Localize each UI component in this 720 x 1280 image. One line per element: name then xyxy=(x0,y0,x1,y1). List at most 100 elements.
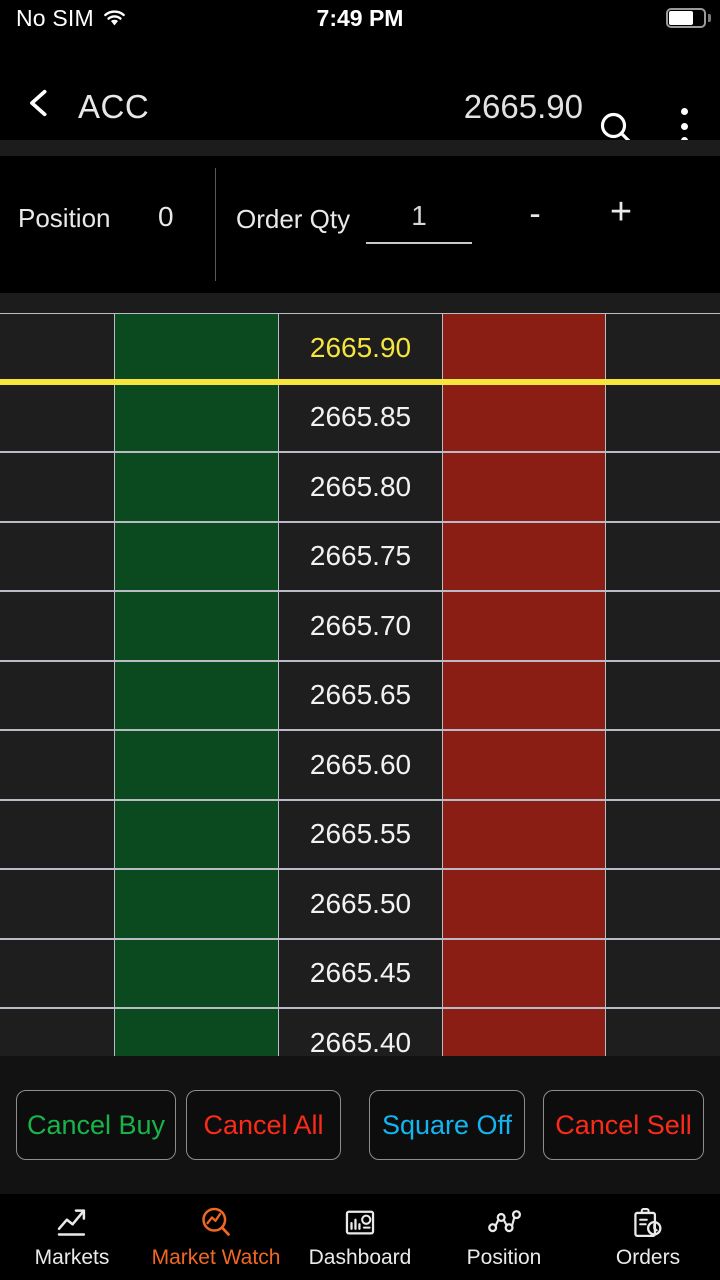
panel-ladder-separator xyxy=(0,293,720,313)
price-ladder[interactable]: 2665.90 2665.85 2665.80 2665.75 2665.70 2665.… xyxy=(0,313,720,1056)
cancel-buy-button[interactable]: Cancel Buy xyxy=(16,1090,176,1160)
ladder-bid-qty-cell[interactable] xyxy=(0,1008,116,1056)
ladder-price-cell[interactable]: 2665.75 xyxy=(278,521,443,591)
ladder-price-label: 2665.85 xyxy=(309,401,412,433)
nav-item-markets[interactable]: Markets xyxy=(0,1194,144,1280)
ladder-ask-qty-cell[interactable] xyxy=(605,799,720,869)
ladder-price-cell[interactable]: 2665.40 xyxy=(278,1008,443,1056)
ladder-price-label: 2665.45 xyxy=(309,957,412,989)
ladder-ask-cell[interactable] xyxy=(442,799,606,869)
ladder-bid-cell[interactable] xyxy=(114,313,279,383)
ladder-ask-cell[interactable] xyxy=(442,730,606,800)
nav-item-orders[interactable]: Orders xyxy=(576,1194,720,1280)
ladder-bid-cell[interactable] xyxy=(114,660,279,730)
ladder-ask-qty-cell[interactable] xyxy=(605,869,720,939)
clipboard-clock-icon xyxy=(634,1207,662,1237)
ladder-price-label: 2665.75 xyxy=(309,540,412,572)
ladder-ask-cell[interactable] xyxy=(442,452,606,522)
ladder-bid-qty-cell[interactable] xyxy=(0,313,116,383)
ladder-ask-qty-cell[interactable] xyxy=(605,730,720,800)
ladder-bid-qty-cell[interactable] xyxy=(0,799,116,869)
ladder-price-cell[interactable]: 2665.80 xyxy=(278,452,443,522)
ladder-row[interactable]: 2665.75 xyxy=(0,521,720,591)
ladder-row[interactable]: 2665.85 xyxy=(0,382,720,452)
ladder-row[interactable]: 2665.60 xyxy=(0,730,720,800)
ladder-row[interactable]: 2665.65 xyxy=(0,660,720,730)
header-separator xyxy=(0,140,720,156)
ladder-price-cell[interactable]: 2665.50 xyxy=(278,869,443,939)
ladder-price-cell[interactable]: 2665.85 xyxy=(278,382,443,452)
ladder-bid-qty-cell[interactable] xyxy=(0,452,116,522)
ladder-price-cell[interactable]: 2665.70 xyxy=(278,591,443,661)
ladder-ask-qty-cell[interactable] xyxy=(605,452,720,522)
ladder-bid-cell[interactable] xyxy=(114,799,279,869)
ladder-bid-qty-cell[interactable] xyxy=(0,382,116,452)
ladder-ask-cell[interactable] xyxy=(442,938,606,1008)
ladder-row[interactable]: 2665.50 xyxy=(0,869,720,939)
status-bar-left: No SIM xyxy=(16,5,127,32)
ladder-bid-cell[interactable] xyxy=(114,452,279,522)
ladder-ask-qty-cell[interactable] xyxy=(605,660,720,730)
ladder-bid-cell[interactable] xyxy=(114,521,279,591)
ladder-row[interactable]: 2665.45 xyxy=(0,938,720,1008)
cancel-sell-button[interactable]: Cancel Sell xyxy=(543,1090,704,1160)
ladder-bid-cell[interactable] xyxy=(114,382,279,452)
ladder-ask-cell[interactable] xyxy=(442,382,606,452)
ladder-ask-cell[interactable] xyxy=(442,313,606,383)
network-icon xyxy=(488,1209,521,1232)
ladder-bid-cell[interactable] xyxy=(114,730,279,800)
nav-item-position[interactable]: Position xyxy=(432,1194,576,1280)
ladder-bid-qty-cell[interactable] xyxy=(0,869,116,939)
ladder-bid-qty-cell[interactable] xyxy=(0,660,116,730)
ladder-price-label: 2665.40 xyxy=(309,1026,412,1056)
ladder-bid-cell[interactable] xyxy=(114,938,279,1008)
ladder-price-cell[interactable]: 2665.65 xyxy=(278,660,443,730)
ladder-ask-cell[interactable] xyxy=(442,591,606,661)
ladder-ask-cell[interactable] xyxy=(442,660,606,730)
ladder-ask-qty-cell[interactable] xyxy=(605,521,720,591)
order-qty-input[interactable]: 1 xyxy=(411,200,427,231)
nav-item-label: Position xyxy=(466,1245,542,1269)
ladder-price-cell[interactable]: 2665.55 xyxy=(278,799,443,869)
ladder-ask-qty-cell[interactable] xyxy=(605,591,720,661)
ladder-price-cell[interactable]: 2665.60 xyxy=(278,730,443,800)
ladder-ask-qty-cell[interactable] xyxy=(605,313,720,383)
ladder-price-cell[interactable]: 2665.90 xyxy=(278,313,443,383)
ladder-row[interactable]: 2665.40 xyxy=(0,1008,720,1056)
ladder-price-label: 2665.80 xyxy=(309,470,412,502)
qty-decrement-button[interactable]: - xyxy=(529,195,541,233)
back-chevron-icon[interactable] xyxy=(22,86,56,120)
nav-item-label: Orders xyxy=(615,1245,681,1269)
ladder-ask-qty-cell[interactable] xyxy=(605,382,720,452)
nav-item-dashboard[interactable]: Dashboard xyxy=(288,1194,432,1280)
carrier-label: No SIM xyxy=(16,4,94,31)
square-off-button[interactable]: Square Off xyxy=(369,1090,525,1160)
instrument-header: ACC EQ(NSECM) 2665.90 51.75 (1.98%) xyxy=(0,36,720,165)
ladder-bid-cell[interactable] xyxy=(114,1008,279,1056)
ladder-row[interactable]: 2665.55 xyxy=(0,799,720,869)
ladder-ask-cell[interactable] xyxy=(442,521,606,591)
ladder-price-cell[interactable]: 2665.45 xyxy=(278,938,443,1008)
nav-item-market-watch[interactable]: Market Watch xyxy=(144,1194,288,1280)
ladder-bid-qty-cell[interactable] xyxy=(0,521,116,591)
ladder-price-label: 2665.70 xyxy=(309,609,412,641)
ladder-ask-cell[interactable] xyxy=(442,869,606,939)
ladder-ask-qty-cell[interactable] xyxy=(605,938,720,1008)
ladder-bid-cell[interactable] xyxy=(114,869,279,939)
ladder-bid-cell[interactable] xyxy=(114,591,279,661)
ladder-bid-qty-cell[interactable] xyxy=(0,730,116,800)
ladder-price-label: 2665.65 xyxy=(309,679,412,711)
battery-icon xyxy=(666,8,711,28)
cancel-all-button[interactable]: Cancel All xyxy=(186,1090,341,1160)
ladder-ask-qty-cell[interactable] xyxy=(605,1008,720,1056)
wifi-icon xyxy=(104,9,125,25)
last-traded-price: 2665.90 xyxy=(463,88,583,125)
ladder-bid-qty-cell[interactable] xyxy=(0,591,116,661)
ladder-row[interactable]: 2665.70 xyxy=(0,591,720,661)
ladder-row[interactable]: 2665.90 xyxy=(0,313,720,385)
ladder-row[interactable]: 2665.80 xyxy=(0,452,720,522)
ladder-ask-cell[interactable] xyxy=(442,1008,606,1056)
position-label: Position xyxy=(18,203,111,233)
qty-increment-button[interactable]: + xyxy=(609,191,633,233)
ladder-bid-qty-cell[interactable] xyxy=(0,938,116,1008)
